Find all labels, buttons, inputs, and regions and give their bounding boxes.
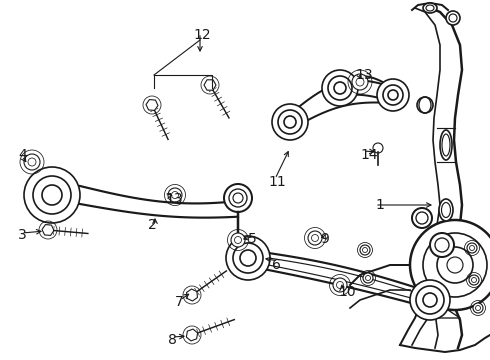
Polygon shape — [187, 289, 197, 301]
Text: 14: 14 — [360, 148, 378, 162]
Text: 2: 2 — [148, 218, 157, 232]
Polygon shape — [204, 80, 216, 90]
Text: 8: 8 — [168, 333, 177, 347]
Circle shape — [467, 243, 477, 253]
Ellipse shape — [440, 130, 452, 160]
Circle shape — [410, 280, 450, 320]
Text: 4: 4 — [18, 148, 27, 162]
Circle shape — [417, 97, 433, 113]
Circle shape — [168, 188, 182, 202]
Circle shape — [333, 278, 347, 292]
Circle shape — [363, 273, 373, 283]
Circle shape — [473, 303, 483, 313]
Text: 1: 1 — [375, 198, 384, 212]
Circle shape — [272, 104, 308, 140]
Circle shape — [412, 208, 432, 228]
Circle shape — [24, 167, 80, 223]
Circle shape — [308, 231, 322, 245]
Circle shape — [360, 245, 370, 255]
Text: 10: 10 — [338, 285, 356, 299]
Circle shape — [469, 275, 479, 285]
Text: 6: 6 — [272, 258, 281, 272]
Circle shape — [322, 70, 358, 106]
Circle shape — [231, 233, 245, 247]
Circle shape — [352, 74, 368, 90]
Circle shape — [446, 11, 460, 25]
Circle shape — [373, 143, 383, 153]
Text: 11: 11 — [268, 175, 286, 189]
Circle shape — [224, 184, 252, 212]
Text: 12: 12 — [193, 28, 211, 42]
Ellipse shape — [423, 3, 437, 13]
Circle shape — [24, 154, 40, 170]
Text: 3: 3 — [18, 228, 27, 242]
Text: 5: 5 — [248, 232, 257, 246]
Circle shape — [410, 220, 490, 310]
Text: 7: 7 — [175, 295, 184, 309]
Ellipse shape — [439, 199, 453, 221]
Text: 9: 9 — [320, 232, 329, 246]
Polygon shape — [146, 100, 158, 111]
Text: 13: 13 — [355, 68, 372, 82]
Polygon shape — [42, 225, 54, 235]
Text: 13: 13 — [165, 192, 183, 206]
Polygon shape — [186, 329, 197, 341]
Circle shape — [377, 79, 409, 111]
Circle shape — [430, 233, 454, 257]
Circle shape — [226, 236, 270, 280]
